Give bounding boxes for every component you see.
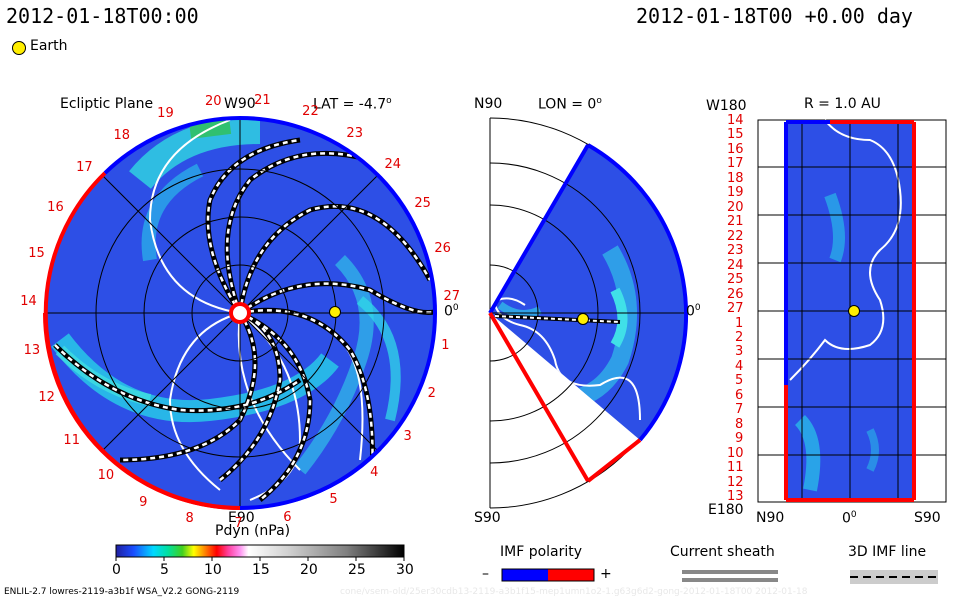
sector-label: 21	[254, 93, 271, 109]
sector-label: 12	[38, 390, 55, 406]
imf-plus-label: +	[600, 566, 612, 582]
colorbar-tick-label: 10	[204, 562, 222, 578]
radial-row-label: 23	[727, 243, 744, 259]
colorbar-tick-label: 20	[300, 562, 318, 578]
radial-row-label: 20	[727, 199, 744, 215]
ecliptic-bottom-label: E90	[228, 510, 255, 526]
radial-bottom-left: E180	[708, 502, 744, 518]
radial-row-label: 3	[735, 344, 744, 360]
imf-line-title: 3D IMF line	[848, 544, 927, 560]
radial-row-label: 5	[735, 373, 744, 389]
sector-label: 14	[20, 294, 37, 310]
meridional-top-label: N90	[474, 96, 503, 112]
meridional-title: LON = 0o	[538, 96, 602, 113]
radial-x-mid: 00	[842, 510, 857, 527]
radial-row-label: 8	[735, 416, 744, 432]
sector-label: 17	[76, 160, 93, 176]
radial-row-label: 11	[727, 460, 744, 476]
radial-row-label: 4	[735, 358, 744, 374]
current-sheath-legend	[682, 570, 778, 582]
colorbar-tick-label: 25	[348, 562, 366, 578]
colorbar-tick-label: 0	[112, 562, 121, 578]
sector-label: 15	[28, 245, 45, 261]
sector-label: 18	[113, 128, 130, 144]
sector-label: 23	[346, 125, 363, 141]
sector-label: 20	[204, 93, 222, 109]
ecliptic-lat: LAT = -4.7o	[313, 96, 392, 113]
earth-legend-label: Earth	[30, 38, 68, 54]
radial-row-label: 9	[735, 431, 744, 447]
ecliptic-right-label: 00	[444, 303, 459, 320]
imf-minus-label: –	[482, 566, 489, 582]
radial-row-label: 22	[727, 228, 744, 244]
watermark: cone/vsem-old/25er30cdb13-2119-a3b1f15-m…	[340, 587, 808, 597]
imf-polarity-legend	[501, 568, 595, 582]
sector-label: 7	[234, 515, 243, 531]
radial-x-left: N90	[756, 510, 785, 526]
radial-row-label: 13	[727, 489, 744, 505]
model-info: ENLIL-2.7 lowres-2119-a3b1f WSA_V2.2 GON…	[4, 587, 240, 597]
radial-row-label: 6	[735, 387, 744, 403]
colorbar-tick-label: 5	[160, 562, 169, 578]
sector-label: 13	[23, 343, 41, 359]
ecliptic-top-label: W90	[224, 96, 256, 112]
sector-label: 22	[302, 103, 319, 119]
imf-line-legend	[850, 570, 938, 584]
sector-label: 1	[441, 338, 450, 354]
sector-label: 16	[47, 200, 64, 216]
radial-row-label: 16	[727, 141, 744, 157]
sector-label: 24	[384, 156, 402, 172]
radial-row-label: 7	[735, 402, 744, 418]
pdyn-colorbar	[115, 544, 405, 561]
ecliptic-title: Ecliptic Plane	[60, 96, 154, 112]
datetime-left: 2012-01-18T00:00	[6, 4, 199, 28]
radial-row-label: 18	[727, 170, 744, 186]
ecliptic-plane-plot	[43, 116, 437, 510]
sector-label: 8	[185, 510, 194, 526]
sector-label: 2	[427, 385, 436, 401]
radial-map-plot	[757, 119, 947, 503]
sector-label: 19	[157, 105, 174, 121]
meridional-right-label: 00	[686, 303, 701, 320]
radial-row-label: 14	[727, 113, 744, 128]
radial-top-left: W180	[706, 98, 747, 114]
sector-label: 6	[283, 509, 292, 525]
radial-row-label: 2	[735, 329, 744, 345]
radial-title: R = 1.0 AU	[804, 96, 881, 112]
meridional-plane-plot	[488, 117, 689, 509]
colorbar-tick-label: 15	[252, 562, 270, 578]
radial-row-label: 24	[727, 257, 744, 273]
current-sheath-title: Current sheath	[670, 544, 775, 560]
colorbar-label: Pdyn (nPa)	[215, 523, 291, 539]
sector-label: 26	[434, 240, 451, 256]
radial-row-label: 25	[727, 272, 744, 288]
sector-label: 25	[414, 195, 431, 211]
sector-label: 27	[443, 289, 461, 305]
sector-label: 11	[63, 432, 80, 448]
radial-row-label: 21	[727, 214, 744, 230]
datetime-right: 2012-01-18T00 +0.00 day	[636, 4, 913, 28]
sector-label: 9	[139, 494, 148, 510]
imf-polarity-title: IMF polarity	[500, 544, 583, 560]
sector-label: 4	[370, 464, 379, 480]
radial-row-label: 10	[727, 445, 744, 461]
sector-label: 3	[403, 428, 412, 444]
radial-row-label: 12	[727, 474, 744, 490]
radial-row-label: 17	[727, 156, 744, 172]
radial-row-label: 1	[735, 315, 744, 331]
sector-label: 10	[97, 467, 115, 483]
radial-row-label: 27	[727, 301, 744, 317]
radial-x-right: S90	[914, 510, 941, 526]
meridional-bottom-label: S90	[474, 510, 501, 526]
radial-row-label: 26	[727, 286, 744, 302]
radial-row-label: 15	[727, 127, 744, 143]
colorbar-tick-label: 30	[396, 562, 414, 578]
earth-legend-icon	[12, 41, 26, 55]
radial-row-label: 19	[727, 185, 744, 201]
sector-label: 5	[329, 492, 338, 508]
